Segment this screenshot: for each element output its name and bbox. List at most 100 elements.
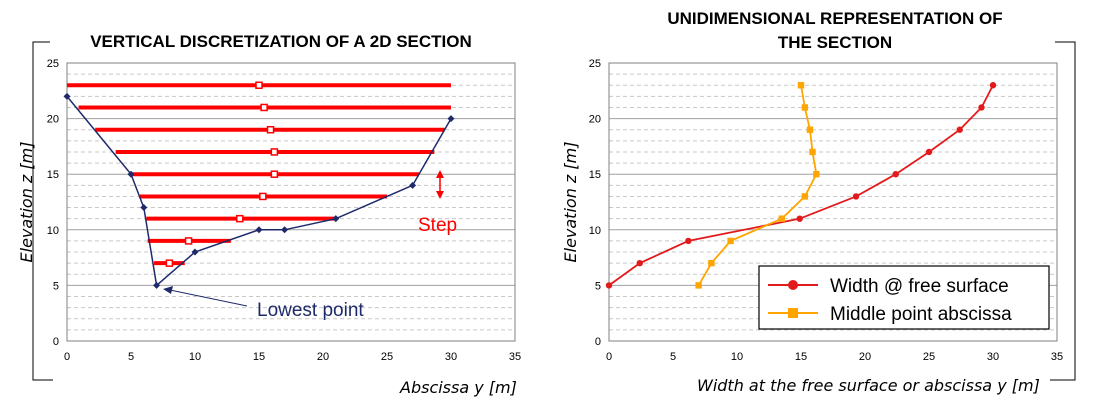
middle-point-series-point (806, 126, 814, 133)
right-plot-area (608, 62, 1058, 342)
legend-marker-width (788, 280, 798, 290)
left-y-tick-label: 10 (47, 225, 59, 237)
lowest-point-arrow-head (163, 286, 173, 294)
middle-point-series-point (801, 104, 809, 111)
left-y-tick-label: 15 (47, 169, 59, 181)
section-profile-point (255, 226, 263, 234)
left-x-tick-label: 10 (189, 351, 201, 363)
legend-label-middle: Middle point abscissa (830, 304, 1012, 325)
right-chart-title-line2: THE SECTION (778, 33, 892, 52)
left-y-tick-label: 25 (47, 58, 59, 70)
right-series-group (605, 82, 997, 289)
middle-point-series-point (809, 148, 816, 156)
left-y-axis-label: Elevation z [m] (17, 142, 36, 263)
left-gridlines (67, 73, 515, 331)
right-y-tick-label: 25 (589, 58, 601, 70)
right-y-axis-label: Elevation z [m] (561, 142, 580, 263)
right-y-tick-label: 20 (589, 114, 601, 126)
right-y-tick-label: 15 (589, 169, 601, 181)
right-y-tick-label: 5 (595, 280, 601, 292)
layer-middle-point-marker (259, 192, 267, 201)
left-panel-frame (32, 41, 53, 381)
section-profile-line (66, 95, 452, 287)
left-x-tick-label: 5 (128, 351, 134, 363)
layer-middle-point-marker (165, 259, 174, 267)
width-series-point (796, 215, 803, 222)
right-x-tick-label: 10 (731, 351, 743, 363)
width-series-point (978, 104, 985, 111)
width-series-point (956, 126, 963, 133)
lowest-point-label: Lowest point (257, 300, 364, 321)
middle-point-series-point (801, 193, 809, 200)
middle-point-series-line (697, 85, 818, 286)
width-series-point (989, 82, 997, 89)
section-profile-point (447, 115, 455, 123)
layer-middle-point-marker (255, 81, 263, 89)
left-y-tick-label: 0 (53, 336, 59, 348)
left-x-tick-label: 20 (317, 351, 329, 363)
layer-middle-point-marker (260, 103, 268, 112)
section-profile-point (63, 92, 71, 100)
middle-point-series-point (727, 237, 734, 245)
section-profile-point (281, 226, 289, 234)
width-series-point (852, 193, 860, 200)
discretization-layers (67, 81, 451, 267)
layer-middle-point-marker (266, 125, 275, 134)
right-x-tick-label: 20 (859, 351, 871, 363)
width-series-point (892, 171, 899, 178)
layer-middle-point-marker (270, 170, 279, 178)
middle-point-series-point (708, 259, 715, 267)
lowest-point-arrow-line (169, 289, 248, 307)
width-series-point (685, 237, 692, 245)
right-x-tick-label: 30 (987, 351, 999, 363)
right-y-tick-label: 0 (595, 336, 601, 348)
step-arrow-down-head (436, 191, 444, 199)
step-annotation: Step (418, 170, 457, 236)
left-plot-area (66, 62, 516, 342)
right-panel-frame (1050, 41, 1076, 381)
right-x-tick-label: 25 (923, 351, 935, 363)
step-arrow-up-head (436, 170, 444, 178)
width-series-line (608, 84, 994, 287)
left-y-tick-label: 20 (47, 114, 59, 126)
left-x-tick-label: 25 (381, 351, 393, 363)
right-chart-title: UNIDIMENSIONAL REPRESENTATION OF (667, 9, 1002, 28)
right-x-tick-label: 35 (1051, 351, 1063, 363)
width-series-point (605, 282, 613, 289)
legend-label-width: Width @ free surface (830, 276, 1009, 297)
left-tick-labels: 0 5 10 15 20 25 0 5 10 15 20 25 30 35 (47, 58, 521, 363)
left-y-tick-label: 5 (53, 280, 59, 292)
layer-middle-point-marker (184, 237, 193, 245)
legend-marker-middle (788, 308, 798, 318)
section-profile-point (127, 170, 135, 178)
lowest-point-annotation: Lowest point (163, 286, 364, 321)
left-panel: VERTICAL DISCRETIZATION OF A 2D SECTION … (17, 32, 521, 397)
right-x-tick-label: 5 (670, 351, 676, 363)
left-x-tick-label: 35 (509, 351, 521, 363)
middle-point-series-point (778, 215, 785, 222)
middle-point-series-point (813, 171, 820, 178)
section-profile-point (140, 204, 148, 212)
layer-middle-point-marker (270, 148, 279, 156)
left-x-tick-label: 0 (64, 351, 70, 363)
legend-box (758, 265, 1050, 330)
width-series-point (636, 259, 643, 267)
left-chart-title: VERTICAL DISCRETIZATION OF A 2D SECTION (90, 32, 472, 51)
layer-middle-point-marker (236, 214, 244, 223)
right-panel: UNIDIMENSIONAL REPRESENTATION OF THE SEC… (561, 9, 1076, 395)
right-x-axis-label: Width at the free surface or abscissa y … (697, 376, 1040, 395)
right-x-tick-label: 15 (795, 351, 807, 363)
middle-point-series-point (695, 282, 702, 289)
right-x-tick-label: 0 (606, 351, 612, 363)
step-label: Step (418, 215, 457, 236)
section-profile-point (409, 181, 417, 189)
left-x-tick-label: 15 (253, 351, 265, 363)
section-profile-point (153, 281, 161, 289)
left-x-tick-label: 30 (445, 351, 457, 363)
right-y-tick-label: 10 (589, 225, 601, 237)
middle-point-series-point (797, 82, 805, 89)
left-x-axis-label: Abscissa y [m] (399, 378, 517, 397)
section-profile-point (191, 248, 199, 256)
width-series-point (925, 148, 933, 156)
